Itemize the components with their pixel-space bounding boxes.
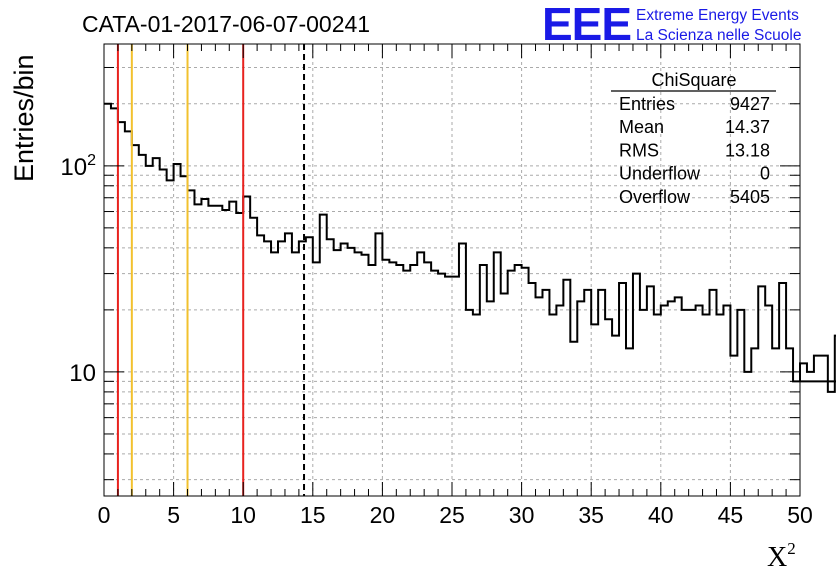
x-tick-label: 0 bbox=[98, 502, 111, 528]
stat-label: Entries bbox=[619, 94, 675, 114]
stat-box: ChiSquare Entries 9427 Mean 14.37 RMS 13.18 Un… bbox=[611, 70, 776, 207]
grid bbox=[103, 44, 801, 496]
stat-value: 9427 bbox=[730, 94, 770, 114]
x-tick-labels: 0 5 10 15 20 25 30 35 40 45 50 bbox=[98, 502, 813, 528]
x-tick-label: 45 bbox=[718, 502, 744, 528]
x-tick-label: 25 bbox=[439, 502, 465, 528]
y-tick-label: 102 bbox=[60, 152, 96, 181]
y-tick-label-exponent: 2 bbox=[87, 152, 96, 169]
eee-logo: EEE Extreme Energy Events La Scienza nel… bbox=[542, 0, 801, 50]
x-axis-label-base: X bbox=[767, 542, 787, 572]
histogram bbox=[104, 102, 836, 393]
x-tick-label: 10 bbox=[230, 502, 256, 528]
y-tick-label: 10 bbox=[69, 360, 96, 387]
stat-label: Underflow bbox=[619, 164, 701, 184]
axis-ticks bbox=[103, 44, 801, 496]
stat-value: 5405 bbox=[730, 187, 770, 207]
reference-lines bbox=[116, 44, 306, 496]
x-axis-label-superscript: 2 bbox=[787, 539, 796, 558]
x-tick-label: 50 bbox=[787, 502, 813, 528]
x-axis-label: X2 bbox=[767, 539, 796, 572]
y-tick-label-base: 10 bbox=[60, 154, 87, 181]
y-axis-label: Entries/bin bbox=[9, 54, 39, 182]
stat-box-title: ChiSquare bbox=[651, 70, 736, 90]
x-tick-label: 40 bbox=[648, 502, 674, 528]
stat-value: 0 bbox=[760, 164, 770, 184]
stat-value: 13.18 bbox=[725, 140, 770, 160]
x-tick-label: 20 bbox=[370, 502, 396, 528]
eee-logo-line2: La Scienza nelle Scuole bbox=[636, 27, 801, 44]
stat-value: 14.37 bbox=[725, 117, 770, 137]
x-tick-label: 15 bbox=[300, 502, 326, 528]
histogram-outline bbox=[104, 102, 836, 393]
stat-label: RMS bbox=[619, 140, 659, 160]
eee-logo-line1: Extreme Energy Events bbox=[636, 7, 799, 24]
x-tick-label: 5 bbox=[167, 502, 180, 528]
stat-label: Mean bbox=[619, 117, 664, 137]
x-tick-label: 35 bbox=[578, 502, 604, 528]
eee-logo-mark: EEE bbox=[542, 0, 631, 50]
stat-label: Overflow bbox=[619, 187, 691, 207]
y-tick-label-base: 10 bbox=[69, 360, 96, 387]
x-tick-label: 30 bbox=[509, 502, 535, 528]
chart-title: CATA-01-2017-06-07-00241 bbox=[82, 11, 370, 37]
